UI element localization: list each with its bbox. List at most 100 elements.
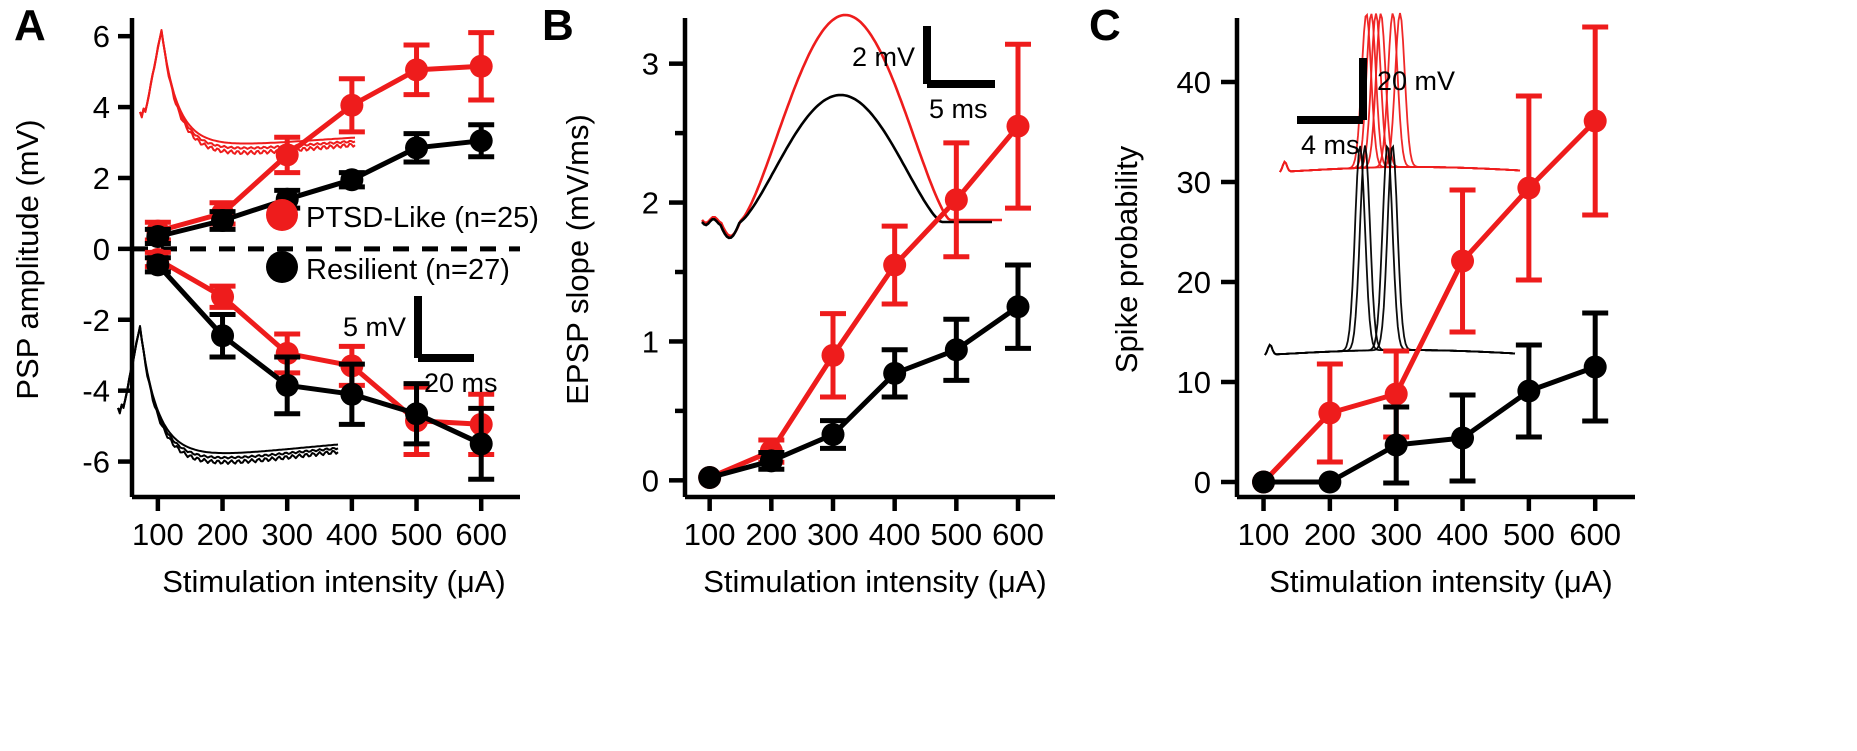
data-point bbox=[275, 143, 299, 167]
scalebar-panel-a: 5 mV 20 ms bbox=[343, 296, 498, 398]
panel-c-plot: 0 10 20 30 40 100 200 300 400 500 600 Spike probabi… bbox=[1109, 12, 1635, 599]
scalebar-horizontal-label: 4 ms bbox=[1301, 130, 1360, 160]
inset-trace bbox=[1279, 12, 1521, 173]
y-tick-label: 2 bbox=[93, 161, 110, 196]
data-point bbox=[340, 382, 364, 406]
y-axis-title: Spike probability bbox=[1109, 145, 1144, 373]
panel-c-letter: C bbox=[1089, 1, 1121, 50]
x-tick-label: 500 bbox=[930, 517, 982, 552]
data-point bbox=[469, 432, 493, 456]
x-tick-label: 300 bbox=[1370, 517, 1422, 552]
scalebar-vertical-label: 5 mV bbox=[343, 312, 406, 342]
data-point bbox=[211, 285, 235, 309]
x-tick-label: 600 bbox=[992, 517, 1044, 552]
series-line bbox=[709, 304, 1020, 481]
scalebar-vertical-label: 2 mV bbox=[852, 42, 915, 72]
inset-trace bbox=[701, 13, 1002, 238]
data-point bbox=[1006, 114, 1030, 138]
x-tick-label: 200 bbox=[1304, 517, 1356, 552]
data-point bbox=[211, 209, 235, 233]
data-point bbox=[821, 343, 845, 367]
data-point bbox=[1384, 433, 1408, 457]
y-axis-title: EPSP slope (mV/ms) bbox=[560, 114, 595, 405]
scalebar-vertical-label: 20 mV bbox=[1377, 66, 1455, 96]
data-point bbox=[469, 54, 493, 78]
x-tick-label: 400 bbox=[1437, 517, 1489, 552]
x-tick-label: 500 bbox=[391, 517, 443, 552]
scalebar-panel-c: 20 mV 4 ms bbox=[1297, 58, 1455, 160]
data-point bbox=[146, 224, 170, 248]
data-point bbox=[944, 338, 968, 362]
y-tick-label: 6 bbox=[93, 19, 110, 54]
data-point bbox=[1517, 379, 1541, 403]
data-point bbox=[1252, 470, 1276, 494]
data-point bbox=[1583, 355, 1607, 379]
legend-label-resilient: Resilient (n=27) bbox=[306, 254, 510, 286]
data-point bbox=[1451, 249, 1475, 273]
x-tick-label: 400 bbox=[326, 517, 378, 552]
inset-trace bbox=[117, 326, 339, 465]
panel-b: B 0 1 2 3 100 200 300 400 500 600 EPSP slope (mV/m… bbox=[530, 0, 1090, 751]
x-tick-label: 600 bbox=[1569, 517, 1621, 552]
data-point bbox=[1384, 382, 1408, 406]
y-tick-label: 40 bbox=[1177, 65, 1211, 100]
y-tick-label: 1 bbox=[642, 324, 659, 359]
y-tick-label: 0 bbox=[93, 232, 110, 267]
data-point bbox=[469, 129, 493, 153]
data-point bbox=[405, 58, 429, 82]
data-point bbox=[1318, 470, 1342, 494]
x-tick-label: 200 bbox=[197, 517, 249, 552]
y-tick-label: 0 bbox=[1194, 465, 1211, 500]
x-tick-label: 300 bbox=[807, 517, 859, 552]
y-tick-label: 30 bbox=[1177, 165, 1211, 200]
data-point bbox=[944, 188, 968, 212]
data-point bbox=[405, 136, 429, 160]
y-tick-label: -4 bbox=[82, 374, 110, 409]
y-tick-label: -6 bbox=[82, 445, 110, 480]
panel-a: A -6 -4 -2 0 2 4 6 100 200 300 400 500 600 PSP amplit… bbox=[0, 0, 540, 751]
x-tick-label: 300 bbox=[261, 517, 313, 552]
data-point bbox=[1451, 426, 1475, 450]
data-point bbox=[211, 324, 235, 348]
data-point bbox=[1517, 176, 1541, 200]
data-point bbox=[883, 361, 907, 385]
data-point bbox=[1318, 401, 1342, 425]
legend-marker-resilient bbox=[266, 251, 298, 283]
x-tick-label: 100 bbox=[1238, 517, 1290, 552]
data-point bbox=[146, 253, 170, 277]
inset-trace bbox=[139, 30, 356, 156]
data-point bbox=[340, 93, 364, 117]
y-tick-label: 10 bbox=[1177, 365, 1211, 400]
scalebar-horizontal-label: 5 ms bbox=[929, 94, 988, 124]
series-line bbox=[708, 124, 1020, 480]
x-tick-label: 100 bbox=[684, 517, 736, 552]
x-tick-label: 400 bbox=[869, 517, 921, 552]
series-line bbox=[156, 263, 483, 447]
y-tick-label: 4 bbox=[93, 90, 110, 125]
series-line bbox=[1261, 119, 1597, 484]
x-axis-title: Stimulation intensity (μA) bbox=[703, 564, 1046, 599]
panel-a-letter: A bbox=[14, 1, 46, 50]
panel-b-letter: B bbox=[542, 1, 574, 50]
legend-label-ptsd: PTSD-Like (n=25) bbox=[306, 202, 539, 234]
legend-marker-ptsd bbox=[266, 199, 298, 231]
scalebar-horizontal-label: 20 ms bbox=[424, 368, 498, 398]
data-point bbox=[275, 373, 299, 397]
data-point bbox=[698, 466, 722, 490]
x-tick-label: 500 bbox=[1503, 517, 1555, 552]
x-tick-label: 200 bbox=[745, 517, 797, 552]
panel-c: C 0 10 20 30 40 100 200 300 400 500 600 Spike proba… bbox=[1075, 0, 1857, 751]
data-point bbox=[821, 423, 845, 446]
x-tick-label: 100 bbox=[132, 517, 184, 552]
data-point bbox=[405, 402, 429, 426]
y-tick-label: 20 bbox=[1177, 265, 1211, 300]
panel-b-plot: 0 1 2 3 100 200 300 400 500 600 EPSP slope (mV/ms)… bbox=[560, 13, 1055, 599]
x-axis-title: Stimulation intensity (μA) bbox=[1269, 564, 1612, 599]
data-point bbox=[1006, 295, 1030, 319]
legend: PTSD-Like (n=25) Resilient (n=27) bbox=[266, 199, 539, 286]
y-tick-label: 0 bbox=[642, 463, 659, 498]
y-tick-label: 3 bbox=[642, 47, 659, 82]
y-tick-label: -2 bbox=[82, 303, 110, 338]
data-point bbox=[759, 449, 783, 473]
